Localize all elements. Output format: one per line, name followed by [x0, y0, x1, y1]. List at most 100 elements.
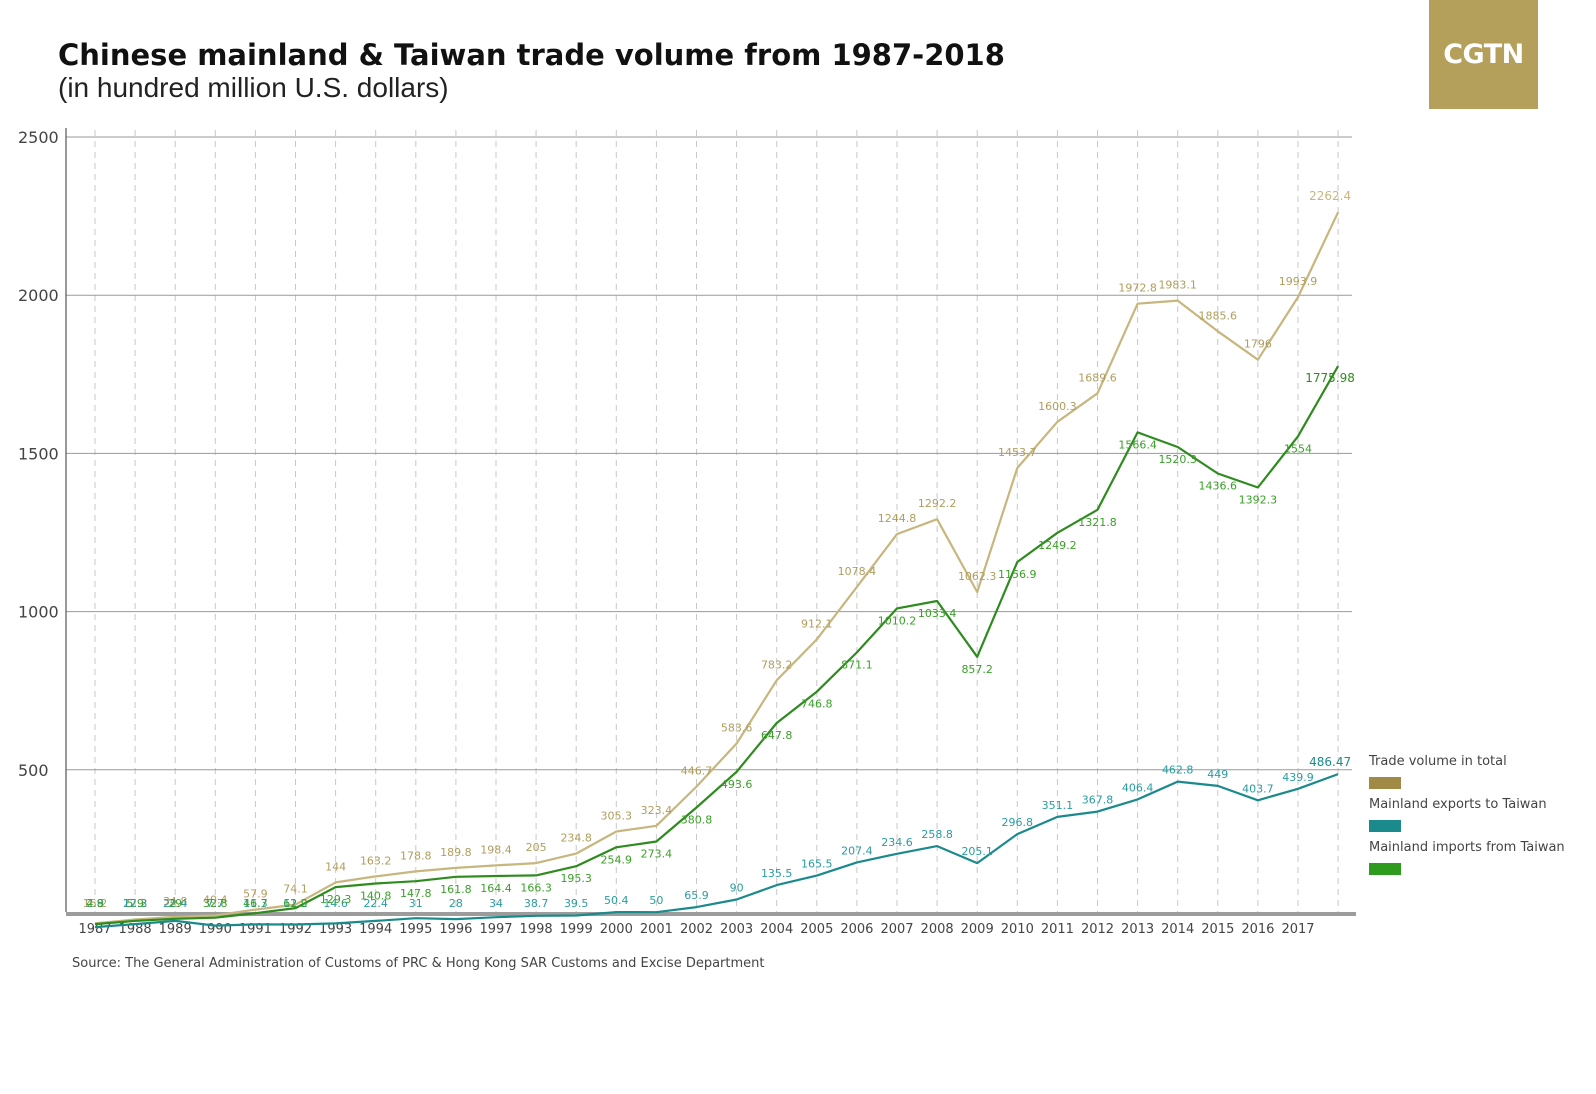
data-label: 1775.98 — [1305, 371, 1355, 385]
x-tick-label: 2001 — [640, 922, 673, 937]
x-tick-label: 1995 — [399, 922, 432, 937]
x-tick-label: 2014 — [1161, 922, 1194, 937]
data-label: 34.8 — [163, 895, 188, 908]
x-tick-label: 2002 — [680, 922, 713, 937]
data-label: 2262.4 — [1309, 189, 1351, 203]
data-label: 65.9 — [684, 889, 709, 902]
data-label: 164.4 — [480, 882, 512, 895]
x-tick-label: 2010 — [1001, 922, 1034, 937]
x-tick-label: 1992 — [279, 922, 312, 937]
data-label: 912.1 — [801, 617, 833, 630]
data-label: 129.3 — [320, 893, 352, 906]
data-label: 403.7 — [1242, 782, 1274, 795]
data-label: 1453.7 — [998, 446, 1037, 459]
data-label: 198.4 — [480, 843, 512, 856]
legend-swatch-exports — [1369, 820, 1401, 832]
x-tick-label: 1999 — [560, 922, 593, 937]
data-label: 871.1 — [841, 658, 873, 671]
data-label: 22.4 — [163, 897, 188, 910]
series-line-2 — [94, 365, 1340, 926]
data-label: 178.8 — [400, 849, 432, 862]
data-label: 31 — [409, 897, 423, 910]
chart-subtitle: (in hundred million U.S. dollars) — [58, 72, 449, 103]
data-label: 783.2 — [761, 658, 793, 671]
data-label: 166.3 — [520, 881, 552, 894]
x-tick-label: 2017 — [1281, 922, 1314, 937]
data-label: 205 — [526, 841, 547, 854]
data-label: 462.8 — [1162, 764, 1194, 777]
data-labels: 15.2 27.2 34.8 40.4 57.9 74.1 144 163.2 178.8 189… — [83, 189, 1355, 910]
data-label: 32.8 — [203, 897, 228, 910]
data-label: 1993.9 — [1279, 275, 1318, 288]
data-label: 305.3 — [601, 809, 633, 822]
x-tick-label: 1989 — [159, 922, 192, 937]
x-axis-bar — [66, 912, 1356, 916]
data-label: 15.2 — [83, 897, 108, 910]
data-label: 34 — [489, 897, 503, 910]
legend-label-exports: Mainland exports to Taiwan — [1369, 797, 1547, 812]
data-label: 14.6 — [323, 897, 348, 910]
x-tick-label: 2009 — [961, 922, 994, 937]
x-tick-label: 2007 — [880, 922, 913, 937]
data-label: 493.6 — [721, 778, 753, 791]
data-label: 5.9 — [126, 897, 144, 910]
data-label: 1436.6 — [1199, 479, 1238, 492]
data-label: 165.5 — [801, 858, 833, 871]
data-label: 74.1 — [283, 883, 308, 896]
data-label: 351.1 — [1042, 799, 1074, 812]
y-tick-label: 2000 — [18, 286, 59, 305]
x-tick-label: 2012 — [1081, 922, 1114, 937]
data-label: 39.5 — [564, 897, 589, 910]
x-tick-label: 2000 — [600, 922, 633, 937]
x-tick-label: 1997 — [479, 922, 512, 937]
x-tick-label: 2015 — [1201, 922, 1234, 937]
data-label: 1249.2 — [1038, 539, 1077, 552]
data-label: 205.1 — [961, 845, 993, 858]
data-label: 254.9 — [601, 853, 633, 866]
chart-title: Chinese mainland & Taiwan trade volume f… — [58, 38, 1005, 72]
data-label: 1983.1 — [1158, 279, 1197, 292]
data-label: 161.8 — [440, 883, 472, 896]
x-tick-label: 1994 — [359, 922, 392, 937]
data-label: 12.3 — [123, 897, 148, 910]
legend-item-exports: Mainland exports to Taiwan — [1369, 797, 1565, 840]
x-tick-label: 2011 — [1041, 922, 1074, 937]
data-label: 1972.8 — [1118, 282, 1157, 295]
x-tick-label: 1996 — [439, 922, 472, 937]
data-label: 1156.9 — [998, 568, 1037, 581]
data-label: 367.8 — [1082, 794, 1114, 807]
data-label: 1689.6 — [1078, 371, 1117, 384]
data-label: 50 — [649, 894, 663, 907]
data-label: 1796 — [1244, 338, 1272, 351]
data-label: 11.2 — [283, 897, 308, 910]
data-label: 273.4 — [641, 847, 673, 860]
data-label: 1062.3 — [958, 570, 997, 583]
data-label: 1600.3 — [1038, 400, 1077, 413]
x-tick-label: 2003 — [720, 922, 753, 937]
legend-label-total: Trade volume in total — [1369, 754, 1507, 769]
x-tick-label: 2008 — [921, 922, 954, 937]
legend-item-imports: Mainland imports from Taiwan — [1369, 840, 1565, 883]
data-label: 406.4 — [1122, 781, 1154, 794]
data-label: 144 — [325, 860, 346, 873]
x-tick-label: 2013 — [1121, 922, 1154, 937]
data-label: 1554 — [1284, 442, 1312, 455]
x-tick-label: 1991 — [239, 922, 272, 937]
data-label: 38.7 — [524, 897, 549, 910]
legend: Trade volume in total Mainland exports t… — [1369, 754, 1565, 883]
data-label: 11.3 — [243, 897, 268, 910]
data-label: 296.8 — [1002, 816, 1034, 829]
data-label: 1244.8 — [878, 512, 917, 525]
y-tick-label: 1000 — [18, 603, 59, 622]
data-label: 2.9 — [86, 897, 104, 910]
data-label: 207.4 — [841, 844, 873, 857]
x-tick-label: 1993 — [319, 922, 352, 937]
data-label: 449 — [1207, 768, 1228, 781]
data-label: 746.8 — [801, 698, 833, 711]
data-label: 140.8 — [360, 889, 392, 902]
y-tick-label: 1500 — [18, 444, 59, 463]
data-label: 22.4 — [363, 897, 388, 910]
grid — [66, 130, 1352, 912]
